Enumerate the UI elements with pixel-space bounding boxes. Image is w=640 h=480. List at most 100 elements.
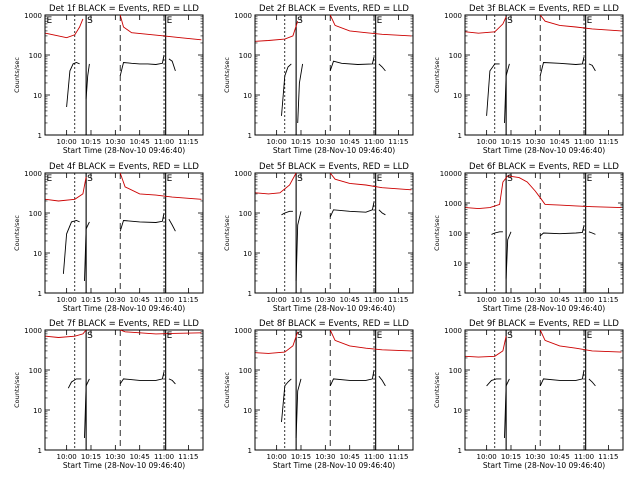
x-tick-label: 10:30 bbox=[315, 138, 335, 146]
y-tick-label: 1 bbox=[248, 290, 252, 298]
x-tick-label: 10:15 bbox=[501, 296, 521, 304]
panel-det-8: Det 8f BLACK = Events, RED = LLD 1 10 100 10… bbox=[223, 319, 414, 470]
marker-letter: S bbox=[507, 331, 513, 341]
y-tick-label: 1 bbox=[458, 132, 462, 140]
y-tick-label: 100 bbox=[449, 52, 462, 60]
lld-series-line bbox=[255, 331, 299, 354]
x-tick-label: 10:45 bbox=[340, 296, 360, 304]
marker-letter: E bbox=[167, 331, 173, 341]
x-tick-label: 11:15 bbox=[598, 296, 618, 304]
x-tick-label: 11:00 bbox=[574, 296, 594, 304]
y-tick-label: 10 bbox=[33, 250, 42, 258]
events-series-line bbox=[297, 63, 304, 124]
y-tick-label: 1 bbox=[38, 290, 42, 298]
events-series-line bbox=[588, 231, 596, 235]
events-series-line bbox=[588, 378, 596, 387]
events-series-line bbox=[505, 231, 512, 279]
events-series-line bbox=[378, 63, 386, 72]
events-series-line bbox=[329, 201, 375, 218]
x-tick-label: 11:00 bbox=[154, 296, 174, 304]
y-axis-label: Counts/sec bbox=[13, 372, 21, 408]
x-tick-label: 10:30 bbox=[525, 138, 545, 146]
y-tick-label: 10 bbox=[243, 407, 252, 415]
x-tick-label: 10:45 bbox=[340, 138, 360, 146]
x-tick-label: 10:00 bbox=[477, 296, 497, 304]
x-tick-label: 10:00 bbox=[57, 138, 77, 146]
y-tick-label: 100 bbox=[449, 230, 462, 238]
marker-letter: S bbox=[87, 174, 93, 184]
events-series-line bbox=[539, 225, 585, 237]
events-series-line bbox=[491, 231, 503, 235]
panel-det-5: Det 5f BLACK = Events, RED = LLD 1 10 100 10… bbox=[223, 162, 414, 313]
x-tick-label: 10:00 bbox=[477, 453, 497, 461]
events-series-line bbox=[588, 63, 596, 72]
panel-det-6: Det 6f BLACK = Events, RED = LLD 1 10 100 10… bbox=[433, 162, 624, 313]
events-series-line bbox=[486, 63, 500, 116]
x-tick-label: 10:45 bbox=[550, 453, 570, 461]
x-axis-label: Start Time (28-Nov-10 09:46:40) bbox=[483, 146, 605, 155]
x-tick-label: 10:30 bbox=[525, 296, 545, 304]
marker-letter: E bbox=[167, 16, 173, 26]
events-series-line bbox=[295, 378, 302, 439]
events-series-line bbox=[84, 221, 90, 282]
x-axis-label: Start Time (28-Nov-10 09:46:40) bbox=[63, 304, 185, 313]
marker-letter: S bbox=[87, 16, 93, 26]
y-tick-label: 10 bbox=[243, 250, 252, 258]
x-tick-label: 10:30 bbox=[315, 453, 335, 461]
y-tick-label: 100 bbox=[29, 210, 42, 218]
x-axis-label: Start Time (28-Nov-10 09:46:40) bbox=[483, 461, 605, 470]
x-tick-label: 11:00 bbox=[364, 296, 384, 304]
x-tick-label: 10:45 bbox=[340, 453, 360, 461]
x-tick-label: 11:15 bbox=[388, 138, 408, 146]
x-tick-label: 10:45 bbox=[550, 138, 570, 146]
events-series-line bbox=[67, 378, 82, 389]
y-axis-label: Counts/sec bbox=[223, 57, 231, 93]
lld-series-line bbox=[255, 172, 297, 195]
x-tick-label: 10:15 bbox=[501, 453, 521, 461]
y-axis-label: Counts/sec bbox=[433, 57, 441, 93]
y-tick-label: 1 bbox=[38, 132, 42, 140]
marker-letter: E bbox=[377, 16, 383, 26]
y-tick-label: 100 bbox=[29, 367, 42, 375]
y-tick-label: 100 bbox=[239, 52, 252, 60]
lld-series-line bbox=[255, 21, 299, 42]
x-tick-label: 11:15 bbox=[178, 296, 198, 304]
y-axis-label: Counts/sec bbox=[433, 372, 441, 408]
marker-letter: S bbox=[297, 16, 303, 26]
y-axis-label: Counts/sec bbox=[13, 215, 21, 251]
y-tick-label: 1000 bbox=[234, 170, 252, 178]
x-tick-label: 10:45 bbox=[130, 296, 150, 304]
lld-series-line bbox=[119, 14, 202, 41]
x-tick-label: 11:15 bbox=[388, 296, 408, 304]
marker-letter: S bbox=[507, 174, 513, 184]
x-tick-label: 11:00 bbox=[154, 453, 174, 461]
events-series-line bbox=[119, 212, 165, 232]
plot-frame bbox=[464, 329, 624, 451]
x-tick-label: 10:45 bbox=[130, 453, 150, 461]
lld-series-line bbox=[329, 14, 412, 37]
y-tick-label: 10 bbox=[243, 92, 252, 100]
marker-letter: S bbox=[87, 331, 93, 341]
x-tick-label: 11:00 bbox=[574, 138, 594, 146]
events-series-line bbox=[281, 63, 292, 116]
x-axis-label: Start Time (28-Nov-10 09:46:40) bbox=[273, 304, 395, 313]
x-tick-label: 10:15 bbox=[81, 453, 101, 461]
panel-det-9: Det 9f BLACK = Events, RED = LLD 1 10 100 10… bbox=[433, 319, 624, 470]
y-tick-label: 1000 bbox=[444, 200, 462, 208]
x-tick-label: 11:15 bbox=[178, 138, 198, 146]
lld-series-line bbox=[45, 18, 84, 39]
marker-letter: S bbox=[507, 16, 513, 26]
y-tick-label: 1000 bbox=[24, 327, 42, 335]
events-series-line bbox=[168, 218, 176, 232]
events-series-line bbox=[66, 62, 80, 108]
panel-det-2: Det 2f BLACK = Events, RED = LLD 1 10 100 10… bbox=[223, 4, 414, 155]
marker-letter: E bbox=[167, 174, 173, 184]
panel-det-4: Det 4f BLACK = Events, RED = LLD 1 10 100 10… bbox=[13, 162, 204, 313]
marker-letter: E bbox=[377, 174, 383, 184]
events-series-line bbox=[84, 378, 90, 439]
marker-letter: E bbox=[587, 16, 593, 26]
panel-title: Det 8f BLACK = Events, RED = LLD bbox=[259, 319, 409, 329]
y-tick-label: 100 bbox=[29, 52, 42, 60]
x-tick-label: 10:00 bbox=[267, 138, 287, 146]
events-series-line bbox=[378, 209, 386, 216]
